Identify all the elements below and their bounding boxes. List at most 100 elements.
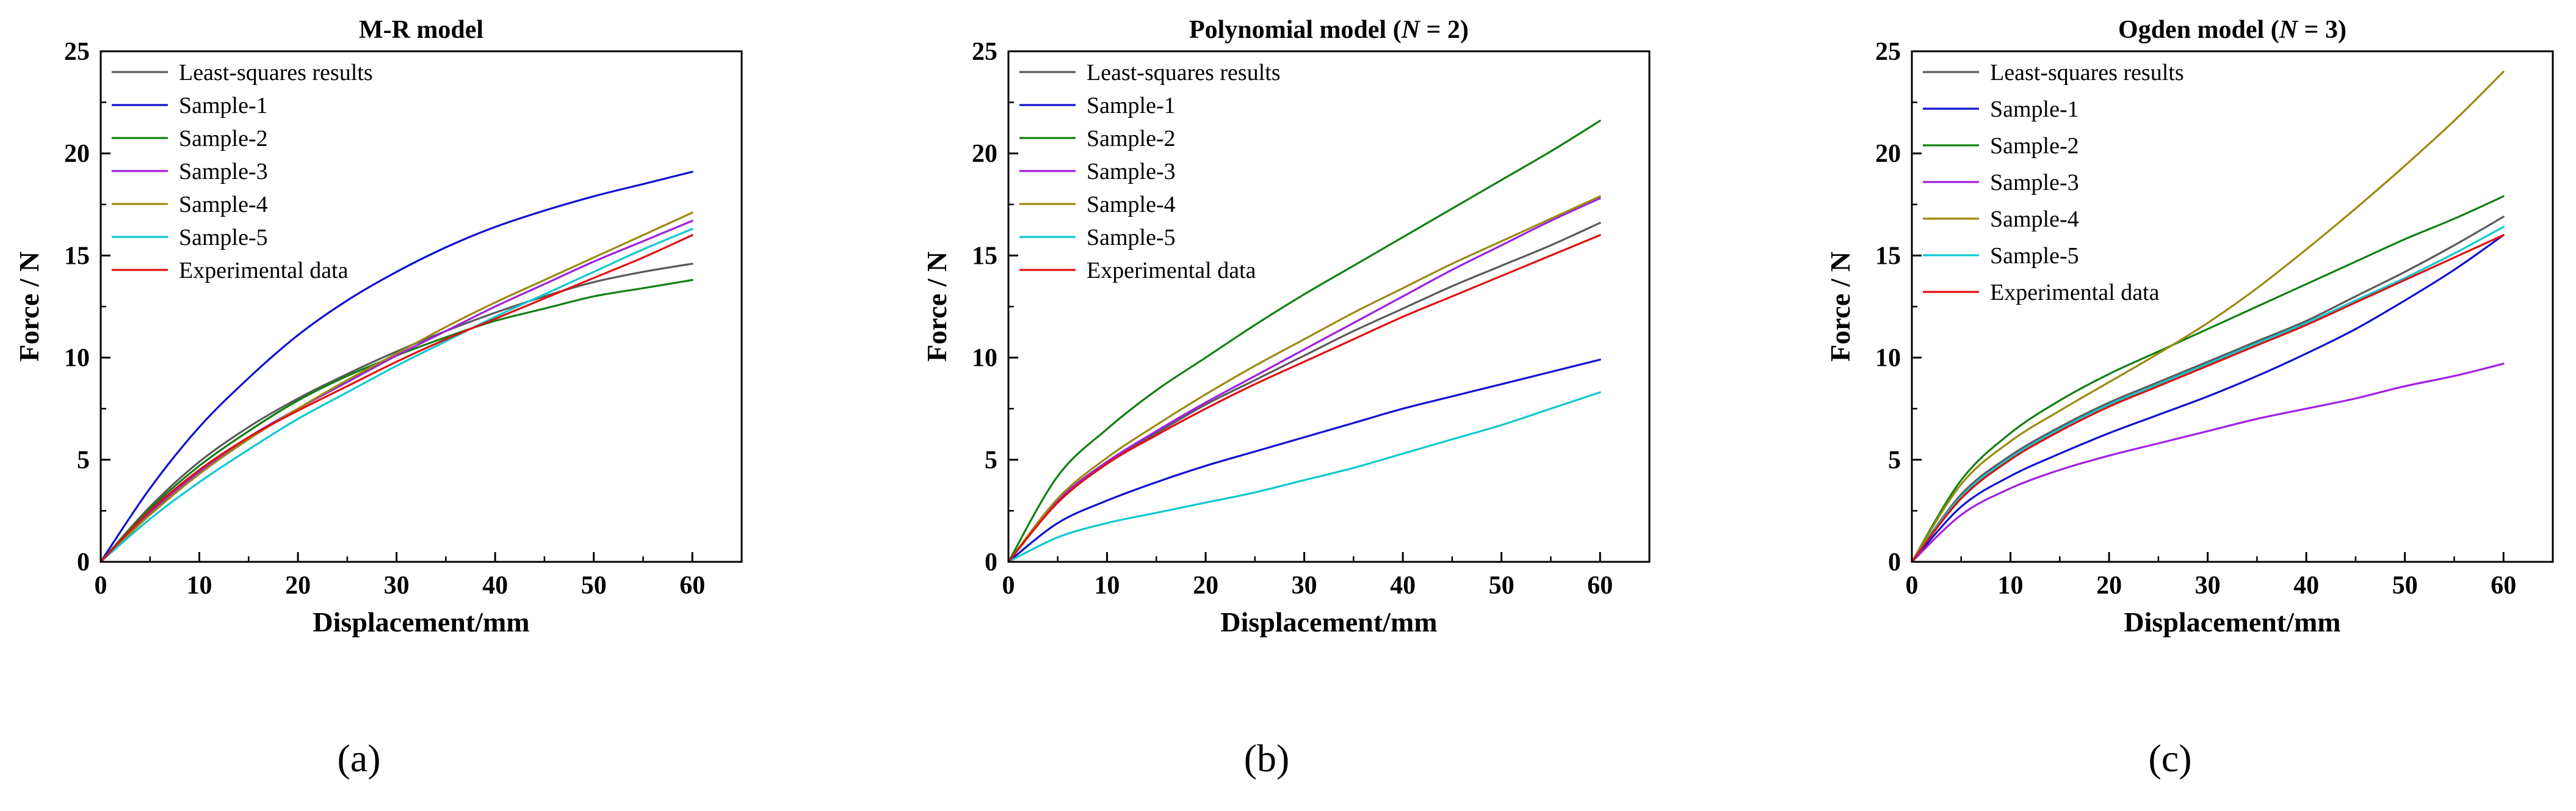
legend-label-4: Sample-3 bbox=[179, 159, 268, 184]
x-tick-label: 30 bbox=[384, 572, 410, 600]
y-tick-label: 0 bbox=[77, 548, 90, 576]
series-line-6 bbox=[101, 228, 693, 562]
x-tick-label: 10 bbox=[1998, 572, 2024, 600]
x-axis-label: Displacement/mm bbox=[1220, 606, 1437, 638]
y-tick-label: 15 bbox=[64, 242, 90, 270]
y-tick-label: 10 bbox=[1875, 344, 1901, 373]
series-line-2 bbox=[1912, 234, 2505, 562]
legend-label-2: Sample-1 bbox=[1087, 93, 1176, 118]
legend: Least-squares results Sample-1 Sample-2 Sam… bbox=[1923, 60, 2184, 305]
series-line-3 bbox=[1912, 195, 2505, 562]
y-tick-label: 5 bbox=[985, 446, 997, 475]
y-tick-label: 20 bbox=[972, 140, 997, 168]
y-axis-label: Force / N bbox=[921, 252, 952, 362]
series-line-1 bbox=[101, 263, 693, 562]
chart-panel-3: Ogden model (N = 3) 0 10 20 30 40 50 60 0 5 10 15 20… bbox=[1825, 16, 2554, 638]
legend-label-1: Least-squares results bbox=[1990, 60, 2184, 85]
x-tick-label: 50 bbox=[2392, 572, 2418, 600]
series-line-4 bbox=[101, 220, 693, 562]
legend-label-2: Sample-1 bbox=[1990, 96, 2079, 122]
series-group bbox=[101, 170, 693, 562]
y-tick-label: 15 bbox=[1875, 242, 1901, 270]
legend-label-1: Least-squares results bbox=[179, 60, 373, 85]
y-axis-label: Force / N bbox=[13, 252, 45, 362]
y-tick-label: 10 bbox=[64, 344, 90, 373]
chart-panel-1: M-R model 0 10 20 30 40 50 60 0 5 10 15 20 25 Displace… bbox=[13, 16, 743, 638]
legend-label-6: Sample-5 bbox=[179, 225, 268, 250]
legend-label-4: Sample-3 bbox=[1087, 159, 1176, 184]
legend-label-3: Sample-2 bbox=[179, 126, 268, 151]
series-line-7 bbox=[1912, 234, 2505, 562]
x-tick-label: 10 bbox=[1094, 572, 1120, 600]
panel-label-c: (c) bbox=[2148, 736, 2192, 780]
series-line-2 bbox=[101, 170, 693, 562]
series-line-3 bbox=[101, 278, 693, 562]
x-tick-label: 20 bbox=[285, 572, 311, 600]
legend-label-7: Experimental data bbox=[1087, 258, 1256, 283]
chart-panel-2: Polynomial model (N = 2) 0 10 20 30 40 50 60 0 5 1… bbox=[921, 16, 1651, 638]
legend-label-6: Sample-5 bbox=[1990, 243, 2079, 269]
series-line-4 bbox=[1912, 363, 2505, 562]
series-line-1 bbox=[1912, 216, 2505, 562]
series-line-5 bbox=[101, 211, 693, 562]
panel-label-a: (a) bbox=[337, 736, 381, 780]
y-tick-label: 25 bbox=[972, 38, 997, 66]
series-line-7 bbox=[1008, 234, 1601, 562]
series-line-4 bbox=[1008, 197, 1601, 562]
legend-label-7: Experimental data bbox=[179, 258, 349, 283]
x-tick-label: 20 bbox=[1193, 572, 1218, 600]
series-line-6 bbox=[1008, 391, 1601, 562]
y-tick-label: 15 bbox=[972, 242, 997, 270]
series-line-3 bbox=[1008, 120, 1601, 562]
chart-title: M-R model bbox=[359, 16, 483, 44]
x-tick-label: 0 bbox=[95, 572, 107, 600]
series-line-2 bbox=[1008, 358, 1601, 562]
legend-label-4: Sample-3 bbox=[1990, 170, 2079, 195]
legend-label-2: Sample-1 bbox=[179, 93, 268, 118]
legend-label-5: Sample-4 bbox=[179, 192, 268, 217]
y-tick-label: 20 bbox=[64, 140, 90, 168]
series-line-5 bbox=[1912, 70, 2505, 562]
y-tick-label: 5 bbox=[1888, 446, 1901, 475]
x-tick-label: 50 bbox=[1489, 572, 1514, 600]
y-tick-label: 0 bbox=[1888, 548, 1901, 576]
y-axis-label: Force / N bbox=[1825, 252, 1856, 362]
x-tick-label: 0 bbox=[1002, 572, 1015, 600]
y-tick-label: 5 bbox=[77, 446, 90, 475]
x-tick-label: 60 bbox=[1587, 572, 1613, 600]
x-tick-label: 60 bbox=[679, 572, 705, 600]
series-line-5 bbox=[1008, 195, 1601, 562]
legend: Least-squares results Sample-1 Sample-2 Sam… bbox=[112, 60, 373, 283]
series-line-7 bbox=[101, 234, 693, 562]
legend-label-5: Sample-4 bbox=[1990, 206, 2079, 232]
legend: Least-squares results Sample-1 Sample-2 Sam… bbox=[1019, 60, 1281, 283]
legend-label-3: Sample-2 bbox=[1087, 126, 1176, 151]
x-tick-label: 40 bbox=[2293, 572, 2319, 600]
y-tick-label: 20 bbox=[1875, 140, 1901, 168]
x-tick-label: 20 bbox=[2096, 572, 2122, 600]
legend-label-3: Sample-2 bbox=[1990, 133, 2079, 159]
panel-label-b: (b) bbox=[1243, 736, 1290, 780]
x-tick-label: 40 bbox=[482, 572, 508, 600]
series-group bbox=[1008, 120, 1601, 562]
x-tick-label: 60 bbox=[2491, 572, 2516, 600]
x-axis-label: Displacement/mm bbox=[2124, 606, 2340, 638]
x-tick-label: 10 bbox=[187, 572, 212, 600]
y-tick-label: 10 bbox=[972, 344, 997, 373]
y-tick-label: 25 bbox=[1875, 38, 1901, 66]
y-tick-label: 0 bbox=[985, 548, 997, 576]
x-axis-label: Displacement/mm bbox=[313, 606, 529, 638]
series-group bbox=[1912, 70, 2505, 562]
legend-label-6: Sample-5 bbox=[1087, 225, 1176, 250]
chart-title: Ogden model (N = 3) bbox=[2118, 16, 2346, 44]
y-tick-label: 25 bbox=[64, 38, 90, 66]
series-line-6 bbox=[1912, 226, 2505, 562]
x-tick-label: 40 bbox=[1390, 572, 1416, 600]
x-tick-label: 30 bbox=[1292, 572, 1317, 600]
x-tick-label: 30 bbox=[2195, 572, 2221, 600]
chart-title: Polynomial model (N = 2) bbox=[1189, 16, 1469, 44]
legend-label-5: Sample-4 bbox=[1087, 192, 1176, 217]
x-tick-label: 50 bbox=[581, 572, 607, 600]
legend-label-7: Experimental data bbox=[1990, 280, 2160, 305]
